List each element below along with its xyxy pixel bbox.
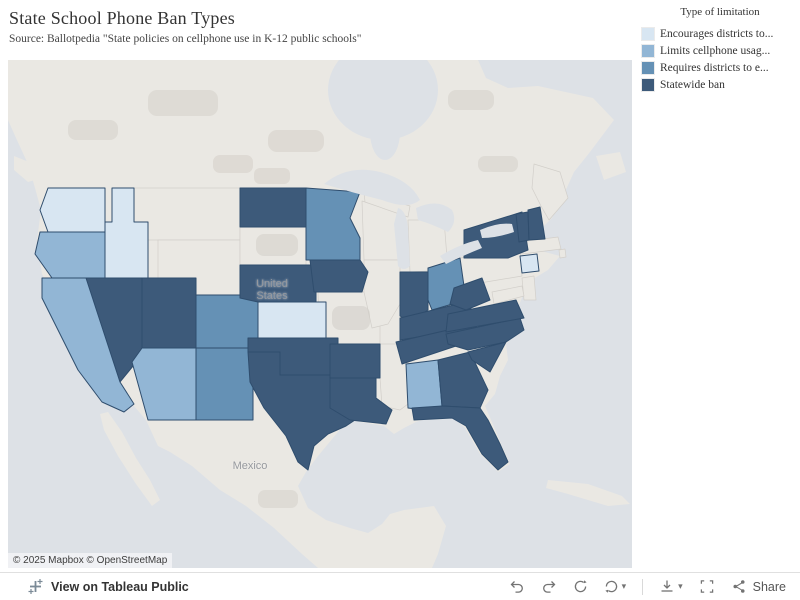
state-california[interactable]: [41, 277, 135, 413]
refresh-icon: [604, 580, 617, 593]
state-iowa[interactable]: [309, 259, 369, 293]
page-subtitle: Source: Ballotpedia "State policies on c…: [9, 33, 362, 45]
refresh-caret-icon[interactable]: ▾: [621, 581, 627, 591]
state-arkansas[interactable]: [329, 343, 381, 379]
legend-swatch: [641, 43, 655, 58]
download-icon: [661, 580, 673, 592]
legend-item[interactable]: Requires districts to e...: [641, 59, 798, 76]
state-new-hampshire[interactable]: [527, 206, 546, 241]
reset-button[interactable]: [573, 579, 588, 594]
state-georgia[interactable]: [437, 351, 489, 409]
state-new-mexico[interactable]: [195, 347, 254, 421]
state-washington[interactable]: [39, 187, 106, 233]
state-connecticut[interactable]: [519, 253, 540, 274]
state-utah[interactable]: [141, 277, 197, 349]
fullscreen-icon: [700, 580, 713, 593]
state-nebraska[interactable]: [239, 264, 317, 303]
reset-icon: [574, 580, 587, 593]
toolbar-actions: ▾ ▾ Share: [493, 578, 786, 595]
map-canvas[interactable]: United States Mexico © 2025 Mapbox © Ope…: [8, 60, 632, 568]
fullscreen-button[interactable]: [699, 579, 715, 594]
state-new-jersey[interactable]: [521, 275, 537, 301]
legend-item-label: Statewide ban: [660, 78, 725, 91]
state-arizona[interactable]: [131, 347, 197, 421]
state-minnesota[interactable]: [305, 187, 361, 261]
map-attribution[interactable]: © 2025 Mapbox © OpenStreetMap: [8, 553, 173, 568]
state-north-dakota[interactable]: [239, 187, 307, 228]
legend-swatch: [641, 26, 655, 41]
undo-button[interactable]: [509, 580, 525, 594]
download-button[interactable]: [659, 579, 675, 594]
state-montana[interactable]: [133, 187, 241, 241]
state-alabama[interactable]: [405, 359, 443, 411]
legend-item[interactable]: Statewide ban: [641, 76, 798, 93]
legend-item[interactable]: Encourages districts to...: [641, 25, 798, 42]
state-south-dakota[interactable]: [239, 226, 307, 266]
legend-swatch: [641, 77, 655, 92]
view-on-tableau-label: View on Tableau Public: [51, 579, 189, 594]
share-icon: [733, 580, 745, 593]
redo-button[interactable]: [541, 580, 557, 594]
state-west-virginia[interactable]: [449, 277, 491, 311]
download-caret-icon[interactable]: ▾: [678, 581, 683, 591]
tableau-logo-icon: [28, 579, 43, 594]
state-maryland[interactable]: [491, 285, 525, 305]
state-south-carolina[interactable]: [467, 341, 507, 373]
page-title: State School Phone Ban Types: [9, 8, 235, 28]
share-button[interactable]: [731, 579, 747, 594]
refresh-button[interactable]: [604, 579, 619, 594]
state-kansas[interactable]: [257, 301, 327, 339]
legend-item-label: Limits cellphone usag...: [660, 44, 771, 57]
undo-icon: [510, 580, 523, 593]
legend-items: Encourages districts to... Limits cellpho…: [641, 25, 798, 93]
state-louisiana[interactable]: [329, 377, 393, 425]
state-virginia[interactable]: [445, 299, 525, 333]
state-florida[interactable]: [411, 405, 509, 471]
share-label[interactable]: Share: [752, 579, 786, 594]
legend: Type of limitation Encourages districts …: [641, 6, 798, 93]
legend-item[interactable]: Limits cellphone usag...: [641, 42, 798, 59]
state-rhode-island[interactable]: [558, 248, 567, 259]
legend-item-label: Encourages districts to...: [660, 27, 774, 40]
toolbar-separator: [642, 578, 644, 595]
redo-icon: [542, 580, 555, 593]
legend-swatch: [641, 60, 655, 75]
legend-title: Type of limitation: [680, 6, 760, 18]
great-lakes: [324, 169, 514, 269]
legend-item-label: Requires districts to e...: [660, 61, 769, 74]
footer-toolbar: View on Tableau Public: [0, 572, 800, 600]
state-maine[interactable]: [531, 163, 569, 221]
choropleth-map: [8, 60, 630, 568]
view-on-tableau-link[interactable]: View on Tableau Public: [28, 579, 189, 594]
